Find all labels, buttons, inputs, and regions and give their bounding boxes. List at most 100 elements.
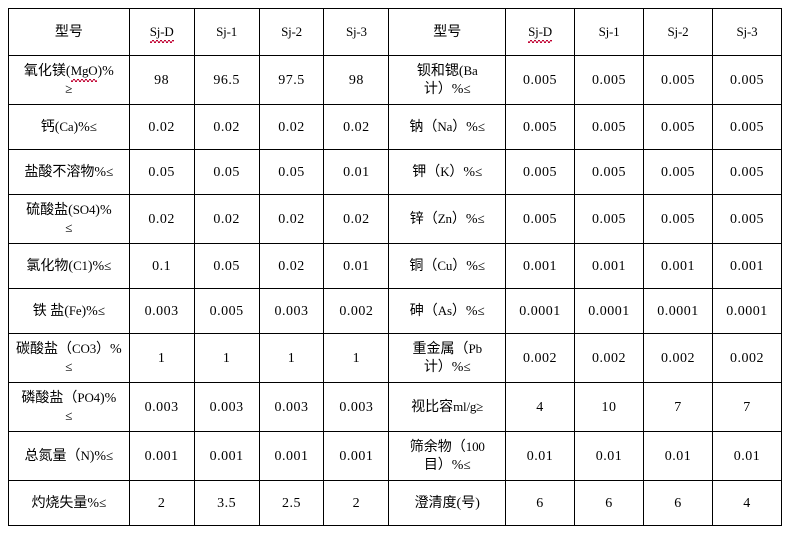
value-cell-left-3: 98	[323, 55, 390, 105]
table-row: 钙(Ca)%≤ 0.02 0.02 0.02 0.02 钠（Na）%≤ 0.005 0.005…	[8, 104, 783, 150]
row-label-left: 氯化物(C1)%≤	[8, 243, 130, 289]
header-right-3: Sj-2	[642, 8, 713, 56]
value-cell-right-1: 0.005	[574, 55, 644, 105]
value-cell-right-3: 0.005	[711, 194, 783, 244]
value-cell-left-2: 0.02	[258, 243, 325, 289]
value-cell-left-3: 0.001	[323, 431, 390, 481]
row-label-left: 铁 盐(Fe)%≤	[8, 288, 130, 334]
specification-table: 型号 Sj-D Sj-1 Sj-2 Sj-3 型号 Sj-D Sj-1 Sj-2 Sj-3 氧化镁(…	[8, 8, 783, 526]
header-right-0: 型号	[388, 8, 507, 56]
value-cell-right-1: 0.005	[574, 149, 644, 195]
value-cell-left-1: 1	[193, 333, 260, 383]
row-label-right: 钾（K）%≤	[388, 149, 507, 195]
value-cell-left-1: 0.005	[193, 288, 260, 334]
value-cell-right-1: 6	[574, 480, 644, 526]
value-cell-right-1: 0.005	[574, 194, 644, 244]
value-cell-left-0: 0.05	[128, 149, 195, 195]
table-row: 磷酸盐（PO4)% ≤0.003 0.003 0.003 0.003 视比容ml/g≥ 4 1…	[8, 382, 783, 432]
table-header-row: 型号 Sj-D Sj-1 Sj-2 Sj-3 型号 Sj-D Sj-1 Sj-2 Sj-3	[8, 8, 783, 56]
value-cell-left-1: 0.05	[193, 243, 260, 289]
table-row: 总氮量（N)%≤ 0.001 0.001 0.001 0.001 筛余物（100 目）%≤ 0…	[8, 431, 783, 481]
value-cell-left-0: 0.003	[128, 382, 195, 432]
table-row: 硫酸盐(SO4)% ≤0.02 0.02 0.02 0.02 锌（Zn）%≤ 0.005 0.…	[8, 194, 783, 244]
value-cell-right-2: 0.005	[642, 55, 713, 105]
value-cell-right-2: 0.002	[642, 333, 713, 383]
value-cell-right-1: 0.002	[574, 333, 644, 383]
value-cell-right-1: 10	[574, 382, 644, 432]
value-cell-left-3: 0.02	[323, 194, 390, 244]
value-cell-left-3: 0.01	[323, 243, 390, 289]
value-cell-left-0: 0.001	[128, 431, 195, 481]
value-cell-right-0: 0.002	[505, 333, 576, 383]
value-cell-left-3: 0.02	[323, 104, 390, 150]
value-cell-right-1: 0.0001	[574, 288, 644, 334]
row-label-right: 钠（Na）%≤	[388, 104, 507, 150]
value-cell-left-1: 0.003	[193, 382, 260, 432]
value-cell-right-1: 0.01	[574, 431, 644, 481]
row-label-right: 重金属（Pb 计）%≤	[388, 333, 507, 383]
value-cell-right-3: 0.005	[711, 149, 783, 195]
value-cell-right-3: 0.001	[711, 243, 783, 289]
header-right-1: Sj-D	[505, 8, 576, 56]
row-label-right: 筛余物（100 目）%≤	[388, 431, 507, 481]
value-cell-right-3: 0.005	[711, 55, 783, 105]
header-right-2: Sj-1	[574, 8, 644, 56]
header-right-4: Sj-3	[711, 8, 783, 56]
value-cell-left-3: 1	[323, 333, 390, 383]
value-cell-left-3: 2	[323, 480, 390, 526]
value-cell-right-2: 0.005	[642, 194, 713, 244]
row-label-right: 锌（Zn）%≤	[388, 194, 507, 244]
value-cell-left-2: 2.5	[258, 480, 325, 526]
value-cell-left-0: 1	[128, 333, 195, 383]
value-cell-left-2: 0.003	[258, 382, 325, 432]
value-cell-left-0: 98	[128, 55, 195, 105]
value-cell-left-2: 0.02	[258, 104, 325, 150]
value-cell-right-0: 0.005	[505, 104, 576, 150]
header-left-0: 型号	[8, 8, 130, 56]
value-cell-left-3: 0.003	[323, 382, 390, 432]
value-cell-right-0: 0.0001	[505, 288, 576, 334]
table-body: 型号 Sj-D Sj-1 Sj-2 Sj-3 型号 Sj-D Sj-1 Sj-2 Sj-3 氧化镁(…	[8, 8, 783, 526]
value-cell-left-2: 97.5	[258, 55, 325, 105]
value-cell-left-2: 0.003	[258, 288, 325, 334]
row-label-left: 碳酸盐（CO3）% ≤	[8, 333, 130, 383]
value-cell-left-2: 1	[258, 333, 325, 383]
value-cell-right-1: 0.001	[574, 243, 644, 289]
row-label-left: 钙(Ca)%≤	[8, 104, 130, 150]
value-cell-right-0: 0.001	[505, 243, 576, 289]
value-cell-left-1: 3.5	[193, 480, 260, 526]
value-cell-left-0: 0.02	[128, 104, 195, 150]
header-left-4: Sj-3	[323, 8, 390, 56]
value-cell-right-0: 6	[505, 480, 576, 526]
value-cell-right-1: 0.005	[574, 104, 644, 150]
value-cell-left-0: 2	[128, 480, 195, 526]
value-cell-right-2: 0.005	[642, 149, 713, 195]
row-label-left: 灼烧失量%≤	[8, 480, 130, 526]
value-cell-right-3: 0.005	[711, 104, 783, 150]
value-cell-left-3: 0.01	[323, 149, 390, 195]
row-label-left: 磷酸盐（PO4)% ≤	[8, 382, 130, 432]
table-row: 铁 盐(Fe)%≤ 0.003 0.005 0.003 0.002 砷（As）%≤ 0.00…	[8, 288, 783, 334]
row-label-left: 盐酸不溶物%≤	[8, 149, 130, 195]
row-label-right: 铜（Cu）%≤	[388, 243, 507, 289]
row-label-right: 视比容ml/g≥	[388, 382, 507, 432]
row-label-left: 硫酸盐(SO4)% ≤	[8, 194, 130, 244]
value-cell-right-0: 4	[505, 382, 576, 432]
value-cell-right-0: 0.005	[505, 149, 576, 195]
value-cell-right-0: 0.005	[505, 55, 576, 105]
table-row: 氯化物(C1)%≤ 0.1 0.05 0.02 0.01 铜（Cu）%≤ 0.001 0.00…	[8, 243, 783, 289]
value-cell-right-3: 7	[711, 382, 783, 432]
row-label-left: 氧化镁(MgO)% ≥	[8, 55, 130, 105]
value-cell-left-1: 0.001	[193, 431, 260, 481]
value-cell-left-3: 0.002	[323, 288, 390, 334]
value-cell-left-0: 0.003	[128, 288, 195, 334]
value-cell-right-2: 0.0001	[642, 288, 713, 334]
value-cell-right-3: 0.01	[711, 431, 783, 481]
table-row: 碳酸盐（CO3）% ≤1 1 1 1 重金属（Pb 计）%≤ 0.002 0.002 0.002 0…	[8, 333, 783, 383]
row-label-right: 钡和锶(Ba 计）%≤	[388, 55, 507, 105]
value-cell-right-3: 0.0001	[711, 288, 783, 334]
value-cell-left-1: 96.5	[193, 55, 260, 105]
value-cell-right-2: 7	[642, 382, 713, 432]
value-cell-left-0: 0.02	[128, 194, 195, 244]
value-cell-right-2: 6	[642, 480, 713, 526]
